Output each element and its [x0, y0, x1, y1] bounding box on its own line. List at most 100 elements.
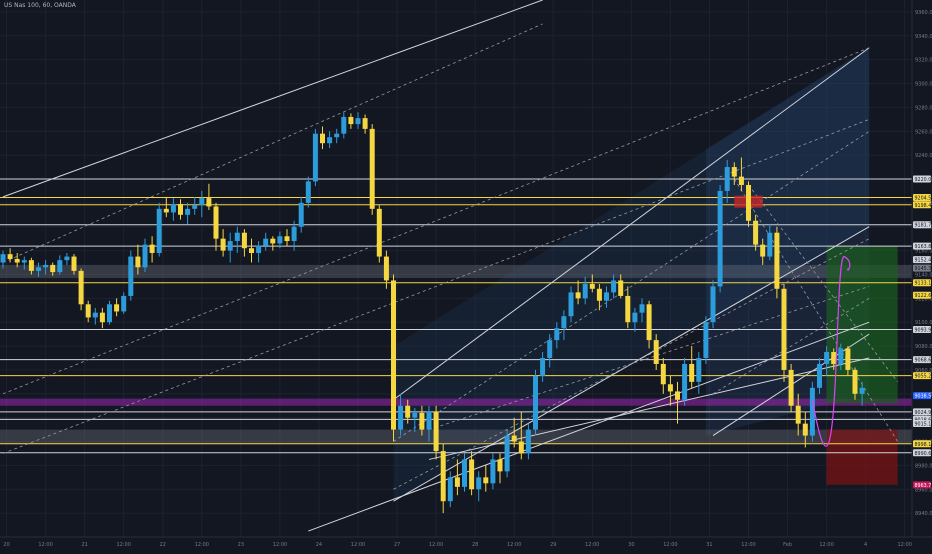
candle-body — [596, 288, 602, 301]
x-tick-label: 12:00 — [429, 542, 443, 548]
x-tick-label: 12:00 — [585, 542, 599, 548]
candle-body — [320, 133, 325, 144]
candle-body — [78, 270, 84, 305]
candle-body — [249, 248, 254, 253]
candle-body — [824, 352, 830, 364]
price-tag — [913, 256, 931, 264]
dashed-trend-line — [2, 23, 543, 263]
price-tag-label: 9198.4 — [915, 203, 932, 209]
candle-body — [227, 241, 233, 251]
candle-body — [731, 167, 737, 177]
x-tick-label: 12:00 — [38, 542, 52, 548]
x-tick-label: 12:00 — [273, 542, 287, 548]
price-tag — [913, 392, 931, 400]
x-tick-label: 27 — [394, 542, 400, 548]
price-tag-label: 9068.6 — [915, 358, 932, 364]
candle-body — [43, 264, 49, 268]
x-tick-label: 12:00 — [507, 542, 521, 548]
price-tag-label: 9204.5 — [915, 195, 932, 201]
price-tag — [913, 279, 931, 287]
candle-body — [653, 340, 659, 364]
candle-body — [341, 116, 347, 134]
candle-body — [412, 412, 418, 418]
candle-body — [604, 292, 609, 301]
candle-body — [178, 204, 183, 215]
y-tick-label: 9060.0 — [915, 368, 932, 374]
candle-body — [50, 264, 56, 273]
candle-body — [241, 232, 247, 249]
support-zone — [0, 429, 912, 444]
y-tick-label: 9300.0 — [915, 82, 932, 88]
stop-zone — [826, 429, 898, 485]
price-tag-label: 9024.9 — [915, 410, 932, 416]
candle-body — [284, 236, 290, 242]
candle-body — [682, 363, 688, 400]
candle-body — [391, 280, 396, 430]
candle-body — [419, 412, 425, 430]
candle-body — [28, 260, 34, 271]
price-tag — [913, 201, 931, 209]
candle-body — [362, 118, 368, 129]
trend-line — [2, 0, 543, 198]
candle-body — [795, 405, 801, 424]
candle-body — [802, 423, 808, 436]
candle-body — [675, 391, 680, 400]
y-tick-label: 9340.0 — [915, 34, 932, 40]
candle-body — [547, 340, 553, 358]
candle-body — [561, 316, 567, 329]
x-tick-label: 12:00 — [663, 542, 677, 548]
price-tag-label: 8990.6 — [915, 451, 932, 457]
candle-body — [788, 369, 794, 406]
x-tick-label: 24 — [316, 542, 322, 548]
y-tick-label: 9320.0 — [915, 58, 932, 64]
y-tick-label: 9160.0 — [915, 249, 932, 255]
candle-body — [710, 286, 716, 323]
candle-body — [575, 292, 581, 299]
candle-body — [348, 116, 354, 125]
dashed-trend-line — [428, 286, 870, 430]
x-tick-label: 12:00 — [819, 542, 833, 548]
candle-body — [426, 411, 432, 430]
price-tag-label: 9015.1 — [915, 422, 932, 428]
candle-body — [525, 429, 531, 454]
candle-body — [831, 352, 837, 364]
price-tag-label: 9181.7 — [915, 223, 932, 229]
candle-body — [568, 292, 574, 317]
candle-body — [859, 387, 865, 394]
price-tag-label: 9055.2 — [915, 374, 932, 380]
price-tag — [913, 408, 931, 416]
trend-line — [428, 357, 870, 460]
y-tick-label: 9080.0 — [915, 344, 932, 350]
candle-body — [185, 208, 191, 215]
y-tick-label: 9100.0 — [915, 320, 932, 326]
candle-body — [462, 459, 467, 487]
candle-body — [738, 176, 744, 185]
x-tick-label: 12:00 — [351, 542, 365, 548]
candle-body — [199, 198, 205, 206]
dashed-trend-line — [748, 184, 898, 383]
candle-body — [277, 236, 283, 244]
candle-body — [760, 244, 766, 257]
candle-body — [696, 358, 702, 382]
trend-line — [308, 321, 870, 532]
price-tag-label: 9122.6 — [915, 293, 932, 299]
candle-body — [646, 304, 652, 341]
candle-body — [454, 477, 460, 487]
price-tag-label: 9152.4 — [915, 258, 932, 264]
candle-body — [433, 411, 439, 452]
candle-body — [142, 244, 148, 268]
candle-body — [490, 459, 496, 484]
candle-body — [504, 435, 510, 472]
price-tag — [913, 193, 931, 201]
price-tag-label: 9038.5 — [915, 394, 932, 400]
candle-body — [540, 358, 546, 376]
y-tick-label: 8980.0 — [915, 463, 932, 469]
candle-body — [206, 198, 212, 207]
candle-body — [405, 405, 411, 418]
candle-body — [611, 280, 617, 293]
candle-body — [107, 304, 112, 323]
candle-body — [234, 232, 240, 242]
y-tick-label: 8960.0 — [915, 487, 932, 493]
price-tag — [913, 481, 931, 489]
